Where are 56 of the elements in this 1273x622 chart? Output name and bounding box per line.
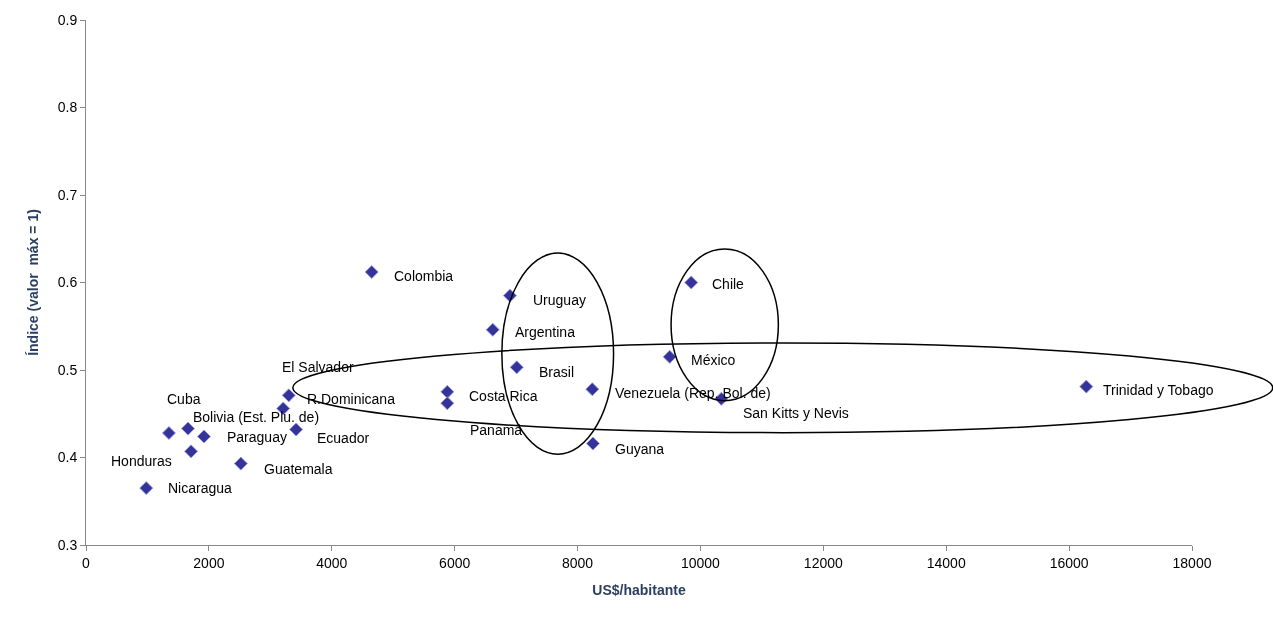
annotation: Guyana [615,441,665,457]
x-tick-label: 4000 [316,554,348,571]
annotation: Colombia [394,268,454,284]
y-axis-title: Índice (valor máx = 1) [25,209,42,356]
annotation: R.Dominicana [307,391,396,407]
point [181,421,195,436]
annotation: Cuba [167,391,201,407]
x-tick-label: 2000 [193,554,225,571]
y-tick-label: 0.9 [57,11,78,28]
y-tick-label: 0.6 [57,274,78,291]
annotation: Panamá [470,422,523,438]
annotation: Brasil [539,364,575,380]
point [281,388,296,403]
point [662,349,677,364]
x-tick-label: 8000 [561,554,594,571]
annotation: Trinidad y Tobago [1103,382,1214,398]
point [196,429,211,444]
annotation: Guatemala [264,461,333,477]
point [440,384,455,399]
point [233,456,248,471]
y-tick-label: 0.5 [57,361,78,378]
annotation: Uruguay [533,292,586,308]
x-tick-label: 0 [82,554,91,571]
x-tick-label: 16000 [1049,554,1089,571]
point [161,426,176,440]
point [585,382,600,397]
x-tick-label: 10000 [680,554,721,571]
annotation: Bolivia (Est. Plu. de) [193,409,320,425]
point [184,444,199,459]
x-tick-label: 12000 [803,554,844,571]
y-tick-label: 0.4 [57,449,78,466]
annotation: Ecuador [317,430,370,446]
annotation: Chile [712,276,745,292]
point [1079,379,1094,394]
point [440,396,455,411]
annotation: México [691,352,736,368]
point [585,436,600,451]
x-tick-label: 18000 [1172,554,1212,571]
annotation: Honduras [111,453,172,469]
annotation: Paraguay [227,429,287,445]
annotation: San Kitts y Nevis [743,405,849,421]
y-tick-label: 0.7 [57,186,78,203]
point [684,275,699,290]
annotation: Costa Rica [469,388,538,404]
point [485,322,500,337]
point [509,360,524,375]
y-tick-label: 0.3 [57,536,78,553]
x-tick-label: 14000 [926,554,966,571]
x-tick-label: 6000 [439,554,471,571]
annotation: El Salvador [282,359,354,375]
point [364,265,379,279]
x-axis-title: US$/habitante [592,582,686,599]
point [139,481,154,496]
annotation: Argentina [515,324,576,340]
y-tick-label: 0.8 [57,99,78,116]
annotation: Nicaragua [168,480,233,496]
